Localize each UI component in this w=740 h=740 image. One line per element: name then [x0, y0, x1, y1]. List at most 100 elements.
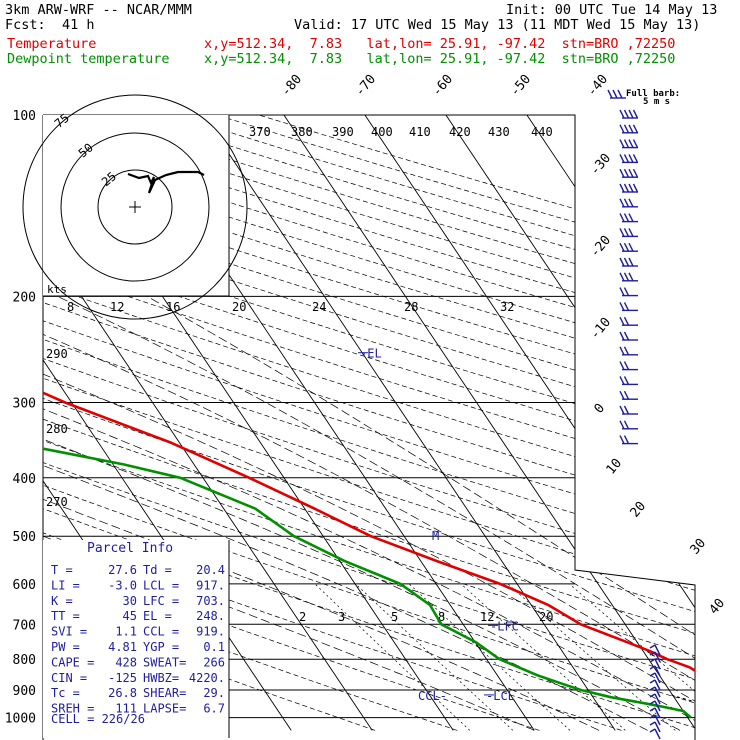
wind-barb-feather [619, 361, 625, 370]
wind-barb-feather [628, 257, 634, 267]
isotherm-label: -20 [588, 233, 615, 261]
wind-barb-feather [632, 124, 639, 134]
wind-barb-shaft [654, 693, 661, 705]
wind-barb-feather [619, 331, 625, 341]
parcel-info-label: YGP = [143, 640, 179, 654]
hodograph-ring [97, 169, 173, 245]
wind-barb-feather [649, 644, 656, 649]
wind-barb-low [649, 658, 661, 670]
forecast-hour: 41 h [62, 17, 95, 33]
isotherm-label: 20 [628, 499, 650, 521]
lfc-marker: -LFC [490, 619, 519, 633]
wind-barb-feather [628, 242, 634, 252]
isotherm-label: 10 [604, 456, 626, 478]
wind-barb-feather [619, 346, 625, 356]
isotherm-line [43, 115, 49, 731]
wind-barb-shaft [654, 658, 661, 670]
wind-barb-feather [619, 242, 625, 252]
wind-barb-feather [628, 228, 634, 237]
wind-barb-feather [619, 420, 625, 430]
wind-barb-feather [619, 168, 625, 178]
left-scale-label: 290 [46, 347, 68, 361]
wind-barb-feather [649, 728, 656, 733]
hodograph-units: kts [47, 283, 67, 296]
isotherm-label: 40 [707, 596, 729, 618]
wind-barb-low [649, 665, 661, 677]
wind-barb-feather [623, 272, 630, 282]
init-time: Init: 00 UTC Tue 14 May 13 [506, 2, 718, 18]
wind-barb-feather [632, 168, 639, 178]
parcel-info-label: CAPE = [51, 655, 94, 669]
dry-adiabat-line [43, 115, 695, 731]
wind-barb-feather [619, 287, 625, 296]
wind-barb-feather [628, 124, 634, 134]
wind-barb-low [649, 714, 661, 726]
wind-barb-feather [619, 272, 625, 282]
legend-temperature: Temperature [7, 36, 97, 52]
wind-barb-feather [649, 658, 656, 663]
parcel-info-value: 1.1 [115, 625, 137, 639]
thetae-label: 32 [500, 300, 514, 314]
wind-barb-feather [623, 168, 630, 178]
wind-barb-shaft [654, 686, 661, 698]
dry-adiabat-line [43, 115, 695, 731]
parcel-info-value: 45 [123, 609, 137, 623]
isotherm-label: -40 [585, 72, 612, 100]
wind-barb-feather [649, 686, 656, 691]
theta-label: 380 [291, 125, 313, 139]
mixing-ratio-line [408, 583, 571, 731]
dry-adiabat-line [43, 115, 695, 731]
mixing-ratio-line [507, 583, 676, 731]
parcel-info-label: PW = [51, 640, 80, 654]
wind-barb-feather [649, 651, 656, 656]
legend-dewpoint-location: x,y=512.34, 7.83 lat,lon= 25.91, -97.42 … [204, 51, 676, 67]
wind-barb-feather [619, 213, 625, 222]
lcl-marker: -LCL [486, 689, 515, 703]
moist-adiabat-line [43, 229, 648, 731]
parcel-info-value: 27.6 [108, 563, 137, 577]
wind-barb-shaft [654, 651, 661, 663]
wind-barb-feather [623, 198, 630, 208]
wind-barb [619, 390, 638, 400]
pressure-tick-label: 200 [13, 290, 36, 305]
wind-barb-feather [623, 124, 630, 134]
legend-temperature-location: x,y=512.34, 7.83 lat,lon= 25.91, -97.42 … [204, 36, 676, 52]
pressure-tick-label: 900 [13, 684, 36, 699]
wind-barb-feather [623, 228, 630, 237]
wind-barb-shaft [654, 665, 661, 677]
parcel-info-label: SWEAT= [143, 655, 186, 669]
parcel-info-value: 20.4 [196, 563, 225, 577]
wind-barb [619, 361, 638, 371]
parcel-cell: CELL = 226/26 [51, 712, 145, 726]
wind-barb [619, 109, 639, 119]
wind-barb-shaft [654, 672, 661, 684]
wind-barb-feather [623, 154, 630, 163]
wind-barb-low [649, 644, 661, 656]
hodograph-box [43, 115, 229, 296]
parcel-info-value: 30 [123, 594, 137, 608]
wind-barb-feather [619, 316, 625, 326]
left-scale-label: 270 [46, 495, 68, 509]
wind-barb-low [649, 728, 661, 740]
wind-barb-feather [623, 302, 630, 311]
wind-barb [619, 420, 638, 430]
theta-label: 370 [249, 125, 271, 139]
wind-barb-feather [623, 361, 630, 370]
wind-barb-feather [623, 109, 630, 119]
wind-barb-feather [649, 665, 656, 670]
barb-legend-icon [607, 89, 626, 99]
wind-barb-feather [632, 154, 639, 163]
isotherm-label: -50 [508, 72, 535, 100]
wind-barb-feather [619, 228, 625, 237]
wind-barb-feather [623, 139, 630, 148]
parcel-info-title: Parcel Info [87, 541, 173, 556]
parcel-info-value: 917. [196, 578, 225, 592]
parcel-info-label: EL = [143, 609, 172, 623]
wind-barb-feather [623, 257, 630, 267]
theta-label: 390 [332, 125, 354, 139]
wind-barb [619, 316, 638, 326]
wind-barb-feather [623, 420, 630, 430]
parcel-info-label: SREH = [51, 702, 94, 716]
pressure-tick-label: 700 [13, 618, 36, 633]
pressure-tick-label: 300 [13, 397, 36, 412]
